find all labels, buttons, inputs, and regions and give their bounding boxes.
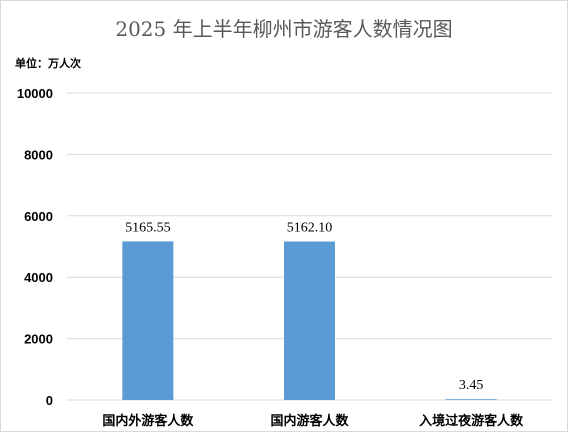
bar: [284, 241, 335, 400]
data-label: 5162.10: [287, 221, 333, 236]
data-label: 5165.55: [125, 220, 171, 235]
chart-title: 2025 年上半年柳州市游客人数情况图: [115, 17, 453, 41]
x-tick-label: 国内游客人数: [270, 413, 349, 429]
bar: [445, 399, 497, 400]
labels: 0 2000 4000 6000 8000 10000 5165.55 国内外游客人数 5162…: [17, 86, 524, 429]
y-tick-label: 6000: [24, 209, 53, 224]
data-label: 3.45: [459, 378, 484, 393]
y-tick-label: 0: [46, 393, 53, 408]
y-tick-label: 4000: [24, 270, 53, 285]
bars: [122, 241, 497, 400]
unit-label: 单位：万人次: [15, 57, 81, 70]
y-tick-label: 2000: [24, 332, 53, 347]
y-tick-label: 8000: [24, 147, 53, 162]
y-tick-label: 10000: [17, 86, 53, 101]
bar: [122, 241, 174, 400]
x-tick-label: 入境过夜游客人数: [419, 413, 524, 429]
x-tick-label: 国内外游客人数: [102, 413, 194, 429]
